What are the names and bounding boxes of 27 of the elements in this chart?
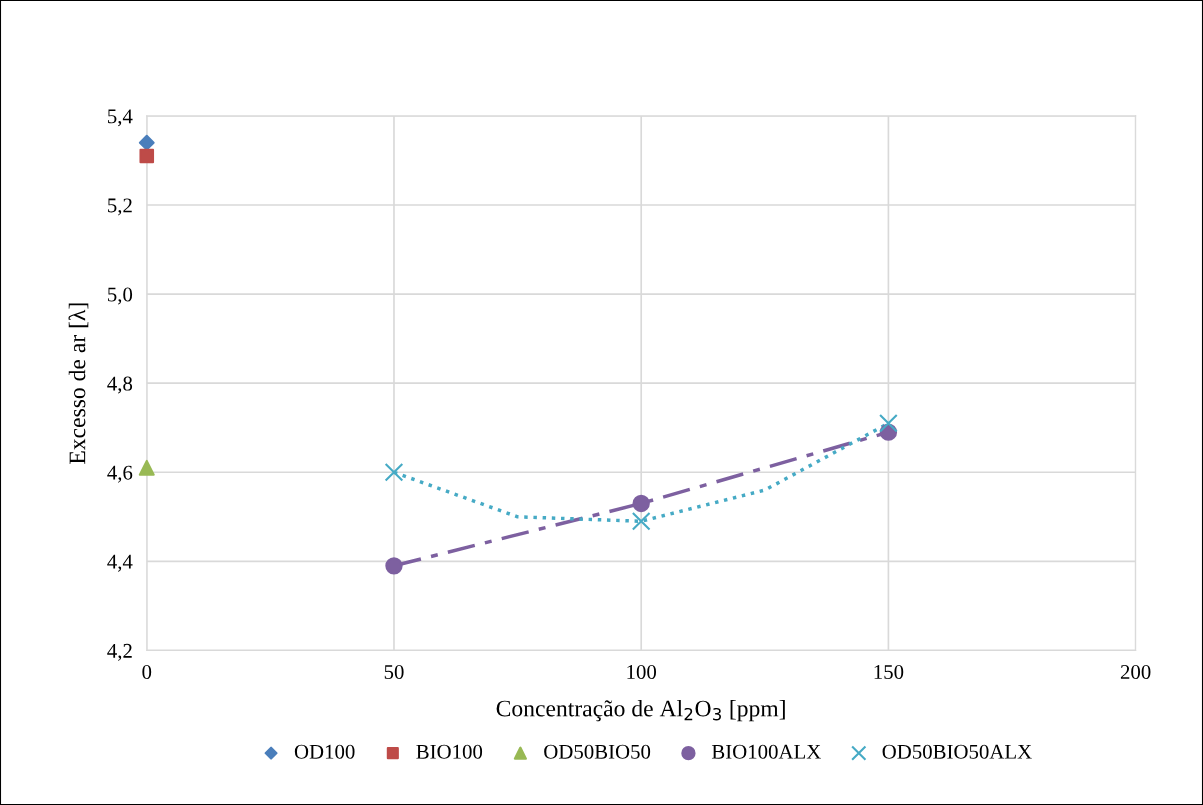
point [631, 511, 651, 531]
legend-label: OD50BIO50ALX [882, 744, 1032, 759]
point [138, 134, 155, 151]
x-tick-label: 50 [384, 664, 404, 679]
x-tick-label: 100 [627, 664, 657, 679]
y-tick-label: 5,2 [108, 198, 132, 216]
legend-label: BIO100ALX [711, 744, 821, 759]
point [385, 557, 403, 575]
y-tick-label: 5,0 [108, 287, 133, 305]
y-axis-title: Excesso de ar [λ] [68, 303, 89, 464]
point [139, 148, 155, 164]
y-tick-label: 4,2 [107, 643, 132, 661]
y-tick-label: 4,8 [107, 376, 133, 394]
x-tick-label: 150 [874, 664, 904, 679]
x-tick-label: 0 [142, 664, 152, 679]
y-tick-label: 5,4 [108, 109, 133, 127]
y-tick-label: 4,4 [107, 554, 133, 572]
legend-label: OD50BIO50 [544, 744, 651, 759]
x-tick-label: 200 [1120, 664, 1151, 679]
point [384, 462, 404, 482]
point [632, 494, 650, 513]
point [879, 413, 898, 433]
x-axis-title: Concentração de Al$_{2}$O$_{3}$ [ppm] [496, 699, 785, 722]
legend-label: BIO100 [416, 744, 483, 759]
legend-label: OD100 [294, 744, 355, 759]
point [138, 459, 155, 476]
y-tick-label: 4,6 [107, 465, 133, 483]
